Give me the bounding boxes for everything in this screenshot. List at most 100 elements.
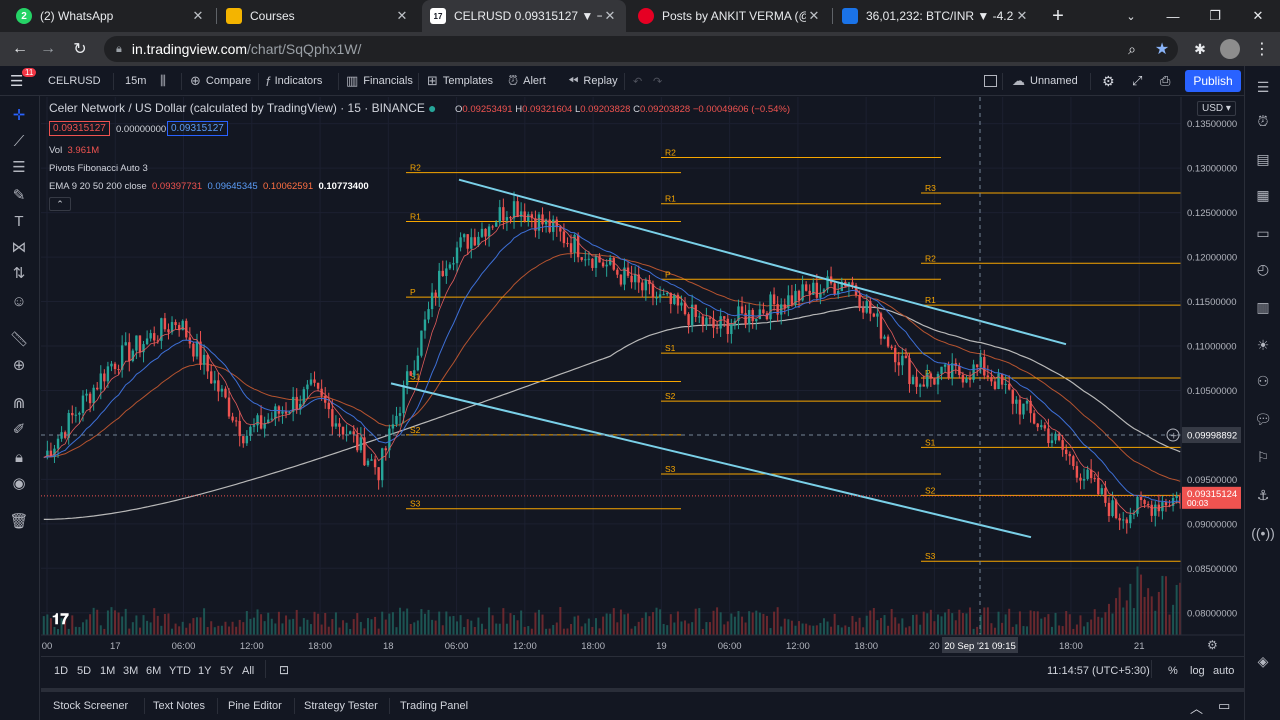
prediction-icon[interactable]: ⇅	[12, 265, 26, 282]
minimize-icon[interactable]: —	[1166, 8, 1180, 24]
range-all[interactable]: All	[242, 665, 255, 677]
settings-icon[interactable]: ⚙	[1102, 72, 1115, 89]
sell-price-box[interactable]: 0.09315127	[49, 121, 110, 136]
new-tab-button[interactable]: +	[1052, 4, 1064, 27]
alert-button[interactable]: ⏰︎ Alert	[508, 66, 546, 96]
calendar-icon[interactable]: ▭	[1256, 224, 1270, 241]
horizontal-lines-icon[interactable]: ☰	[12, 159, 26, 176]
buy-price-box[interactable]: 0.09315127	[167, 121, 228, 136]
order-panel-icon[interactable]: ⚓︎	[1256, 486, 1270, 503]
crosshair-icon[interactable]: ✛	[12, 107, 26, 124]
hamburger-icon[interactable]: ☰	[10, 73, 24, 90]
price-chart[interactable]: R2 R1 P S1 S2 S3 R2 R1 P S1 S2 S3 R3 R2 R1 P S1 S2 S3 + 0.…	[41, 97, 1244, 655]
financials-button[interactable]: ▥ Financials	[346, 66, 413, 96]
extensions-icon[interactable]: ✱	[1194, 40, 1206, 57]
notifications-icon[interactable]: ⚐	[1256, 448, 1270, 465]
emoji-icon[interactable]: ☺	[11, 292, 27, 310]
url-field[interactable]: 🔒︎ in.tradingview.com/chart/SqQphx1W/	[104, 36, 1178, 62]
calculator-icon[interactable]: ▥	[1256, 298, 1270, 315]
signal-icon[interactable]: ((•))	[1251, 525, 1275, 541]
auto-scale-toggle[interactable]: auto	[1213, 665, 1235, 677]
back-icon[interactable]: ←	[12, 40, 28, 57]
chats-icon[interactable]: 💬︎	[1254, 410, 1272, 427]
lock-drawings-icon[interactable]: 🔒︎	[15, 448, 23, 466]
close-icon[interactable]: ✕	[1016, 8, 1028, 23]
hide-drawings-icon[interactable]: ◉	[12, 475, 26, 492]
collapse-legend-icon[interactable]: ⌃	[49, 197, 71, 211]
watchlist-icon[interactable]: ☰	[1256, 78, 1270, 95]
tab-stock-screener[interactable]: Stock Screener	[53, 700, 129, 712]
alerts-icon[interactable]: ⏰︎	[1257, 112, 1269, 129]
trend-line-icon[interactable]: ⟋	[13, 132, 25, 150]
interval-button[interactable]: 15m	[125, 75, 147, 87]
fullscreen-layout-icon[interactable]	[984, 66, 997, 96]
symbol-search-button[interactable]: CELRUSD	[48, 75, 101, 87]
tab-pinterest[interactable]: Posts by ANKIT VERMA (@an ✕	[630, 0, 830, 32]
percent-scale-toggle[interactable]: %	[1168, 665, 1178, 677]
maximize-icon[interactable]: ❐	[1209, 8, 1221, 23]
maximize-panel-icon[interactable]: ▭	[1218, 698, 1231, 713]
range-1d[interactable]: 1D	[54, 665, 69, 677]
candle-body	[983, 357, 986, 376]
tab-search-icon[interactable]: ⌄	[1126, 10, 1136, 23]
text-icon[interactable]: T	[14, 212, 24, 230]
indicators-button[interactable]: f Indicators	[266, 66, 322, 96]
trash-icon[interactable]: 🗑︎	[9, 513, 29, 530]
redo-icon[interactable]: ↷	[653, 75, 663, 88]
tab-text-notes[interactable]: Text Notes	[153, 700, 205, 712]
tab-celrusd[interactable]: 17 CELRUSD 0.09315127 ▼ −8.7 ✕	[422, 0, 626, 32]
log-scale-toggle[interactable]: log	[1190, 665, 1205, 677]
compare-button[interactable]: ⊕ Compare	[190, 66, 251, 96]
tab-trading-panel[interactable]: Trading Panel	[400, 700, 469, 712]
menu-icon[interactable]: ⋮	[1254, 41, 1270, 58]
stay-drawing-icon[interactable]: ✐	[12, 421, 26, 438]
magnet-icon[interactable]: ⋒	[12, 395, 26, 412]
avatar[interactable]	[1218, 37, 1242, 61]
hotlist-icon[interactable]: ◴	[1256, 260, 1270, 277]
news-icon[interactable]: ▦	[1256, 186, 1270, 203]
goto-date-icon[interactable]: ⊡	[279, 663, 290, 677]
bookmark-star-icon[interactable]: ★	[1154, 41, 1170, 58]
zoom-in-icon[interactable]: ⊕	[12, 357, 26, 374]
candle-style-icon[interactable]: ⫼	[160, 73, 166, 88]
publish-button[interactable]: Publish	[1185, 70, 1241, 92]
range-1m[interactable]: 1M	[100, 665, 116, 677]
ruler-icon[interactable]: 📏︎	[9, 331, 29, 348]
collapse-panel-icon[interactable]: ︿	[1190, 701, 1204, 716]
brush-icon[interactable]: ✎	[12, 187, 26, 204]
close-icon[interactable]: ✕	[396, 8, 408, 23]
zoom-icon[interactable]: ⌕	[1128, 40, 1136, 57]
data-window-icon[interactable]: ▤	[1256, 150, 1270, 167]
streams-icon[interactable]: ⚇	[1256, 372, 1270, 389]
help-icon[interactable]: ◈	[1257, 652, 1269, 669]
range-6m[interactable]: 6M	[146, 665, 162, 677]
close-icon[interactable]: ✕	[808, 8, 820, 23]
tab-strategy-tester[interactable]: Strategy Tester	[304, 700, 378, 712]
range-5y[interactable]: 5Y	[220, 665, 234, 677]
pattern-icon[interactable]: ⋈	[11, 239, 27, 256]
templates-button[interactable]: ⊞ Templates	[427, 66, 493, 96]
range-5d[interactable]: 5D	[77, 665, 92, 677]
forward-icon[interactable]: →	[40, 40, 56, 57]
currency-selector[interactable]: USD ▾	[1197, 101, 1236, 116]
range-1y[interactable]: 1Y	[198, 665, 212, 677]
clock[interactable]: 11:14:57 (UTC+5:30)	[1047, 665, 1150, 677]
tab-courses[interactable]: Courses ✕	[218, 0, 418, 32]
reload-icon[interactable]: ↻	[73, 41, 87, 58]
expand-icon[interactable]: ⤢	[1132, 73, 1143, 88]
camera-icon[interactable]: ⎙	[1160, 73, 1171, 88]
volume-bar	[883, 615, 886, 635]
layout-name-button[interactable]: ☁︎ Unnamed	[1012, 66, 1078, 96]
tab-btcinr[interactable]: 36,01,232: BTC/INR ▼ -4.25% ✕	[834, 0, 1038, 32]
window-close-icon[interactable]: ✕	[1252, 8, 1264, 23]
close-icon[interactable]: ✕	[604, 8, 616, 23]
axis-settings-icon[interactable]: ⚙	[1207, 638, 1218, 652]
ideas-icon[interactable]: ☀	[1256, 336, 1270, 353]
tab-pine-editor[interactable]: Pine Editor	[228, 700, 282, 712]
range-3m[interactable]: 3M	[123, 665, 139, 677]
undo-icon[interactable]: ↶	[633, 75, 643, 88]
replay-button[interactable]: ⏪︎ Replay	[568, 66, 618, 96]
range-ytd[interactable]: YTD	[169, 665, 191, 677]
tab-whatsapp[interactable]: 2 (2) WhatsApp ✕	[8, 0, 214, 32]
close-icon[interactable]: ✕	[192, 8, 204, 23]
